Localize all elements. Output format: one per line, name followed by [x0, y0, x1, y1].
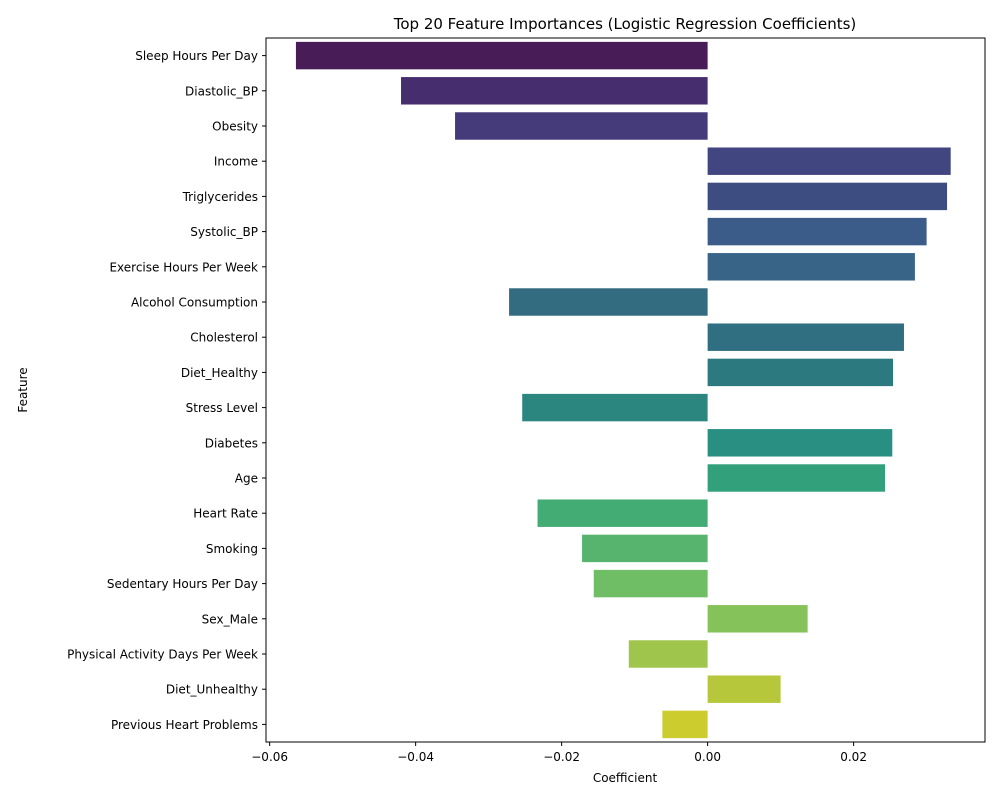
bar: [593, 569, 708, 598]
bar: [295, 41, 708, 70]
y-tick-label: Income: [214, 155, 258, 169]
y-tick-label: Smoking: [206, 542, 258, 556]
y-tick-label: Exercise Hours Per Week: [109, 260, 258, 274]
bar: [707, 464, 885, 492]
bar: [707, 147, 951, 175]
y-tick-label: Heart Rate: [193, 507, 258, 521]
x-tick-label: −0.06: [251, 750, 288, 764]
y-tick-label: Sex_Male: [202, 612, 258, 626]
y-tick-label: Cholesterol: [190, 331, 258, 345]
y-tick-label: Systolic_BP: [190, 225, 258, 239]
bar: [707, 217, 927, 246]
bar: [662, 710, 708, 739]
bar: [522, 393, 708, 422]
x-tick-label: −0.02: [543, 750, 580, 764]
x-axis-label: Coefficient: [593, 771, 658, 785]
bar: [707, 675, 781, 703]
y-tick-label: Diet_Unhealthy: [166, 683, 258, 697]
bars-group: [295, 41, 951, 739]
bar: [628, 640, 708, 668]
y-tick-label: Diabetes: [205, 436, 258, 450]
y-tick-label: Stress Level: [186, 401, 258, 415]
bar: [707, 605, 808, 633]
plot-area-frame: [265, 37, 986, 743]
y-tick-label: Obesity: [212, 120, 258, 134]
x-tick-label: 0.00: [694, 750, 721, 764]
bar: [707, 323, 904, 351]
x-axis-ticks: −0.06 −0.04 −0.02 0.00 0.02: [251, 742, 867, 764]
x-tick-label: 0.02: [840, 750, 867, 764]
bar: [401, 77, 708, 105]
x-tick-label: −0.04: [397, 750, 434, 764]
bar: [707, 253, 915, 281]
y-tick-label: Alcohol Consumption: [131, 296, 258, 310]
bar: [537, 499, 708, 527]
y-tick-label: Sedentary Hours Per Day: [107, 577, 258, 591]
bar: [455, 112, 708, 140]
bar: [582, 534, 708, 563]
y-tick-label: Diastolic_BP: [185, 84, 258, 98]
chart-title: Top 20 Feature Importances (Logistic Reg…: [393, 15, 857, 33]
y-tick-label: Sleep Hours Per Day: [135, 49, 258, 63]
y-tick-label: Diet_Healthy: [181, 366, 258, 380]
y-tick-label: Age: [235, 472, 258, 486]
y-axis-label: Feature: [16, 367, 30, 412]
y-tick-label: Physical Activity Days Per Week: [67, 648, 258, 662]
y-tick-label: Previous Heart Problems: [111, 718, 258, 732]
y-axis-ticks: Sleep Hours Per Day Diastolic_BP Obesity In…: [67, 49, 266, 732]
bar: [509, 288, 708, 316]
bar: [707, 358, 894, 387]
bar: [707, 182, 948, 211]
y-tick-label: Triglycerides: [182, 190, 258, 204]
bar: [707, 429, 893, 457]
